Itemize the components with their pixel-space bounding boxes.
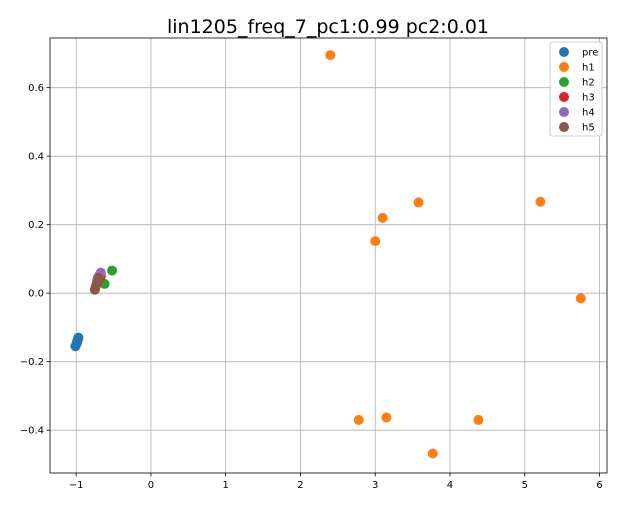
data-point-h1	[325, 50, 336, 61]
data-point-h1	[413, 197, 424, 208]
legend-marker-h1	[559, 62, 569, 72]
legend-label-h5: h5	[582, 123, 595, 134]
chart-title: lin1205_freq_7_pc1:0.99 pc2:0.01	[167, 16, 489, 38]
x-tick-label: −1	[69, 480, 84, 491]
x-tick-label: 6	[596, 480, 602, 491]
legend-label-h4: h4	[582, 108, 595, 119]
legend-marker-h2	[559, 77, 569, 87]
series-h1	[325, 50, 586, 459]
data-point-h1	[427, 448, 438, 459]
data-point-h1	[575, 293, 586, 304]
y-tick-label: 0.0	[28, 289, 44, 300]
series-h5	[89, 272, 104, 295]
series-pre	[70, 332, 84, 352]
legend-label-h1: h1	[582, 63, 595, 74]
legend-marker-pre	[559, 47, 569, 57]
legend-marker-h5	[559, 122, 569, 132]
x-tick-label: 2	[297, 480, 303, 491]
data-point-h1	[535, 196, 546, 207]
data-point-h1	[377, 212, 388, 223]
legend-marker-h3	[559, 92, 569, 102]
legend-marker-h4	[559, 107, 569, 117]
x-tick-label: 3	[372, 480, 378, 491]
axis-ticks: −1 0 1 2 3 4 5 6 −0.4 −0.2 0.0 0.2 0.4 0.6	[20, 83, 603, 491]
x-tick-label: 4	[447, 480, 453, 491]
data-point-h1	[353, 414, 364, 425]
data-point-pre	[73, 332, 84, 343]
data-point-h2	[107, 265, 118, 276]
y-tick-label: 0.2	[28, 220, 44, 231]
data-point-h1	[473, 414, 484, 425]
legend: pre h1 h2 h3 h4 h5	[549, 41, 603, 137]
legend-label-h2: h2	[582, 78, 595, 89]
y-tick-label: 0.4	[28, 152, 44, 163]
plot-frame	[49, 37, 608, 474]
x-tick-label: 1	[223, 480, 229, 491]
legend-label-pre: pre	[582, 48, 598, 59]
y-tick-label: 0.6	[28, 83, 44, 94]
legend-label-h3: h3	[582, 93, 595, 104]
x-tick-label: 5	[522, 480, 528, 491]
y-tick-label: −0.4	[20, 426, 44, 437]
data-points	[70, 50, 586, 459]
data-point-h5	[89, 284, 100, 295]
x-tick-label: 0	[148, 480, 154, 491]
plot-area	[50, 38, 607, 473]
data-point-h1	[370, 236, 381, 247]
data-point-h1	[381, 412, 392, 423]
y-tick-label: −0.2	[20, 357, 44, 368]
